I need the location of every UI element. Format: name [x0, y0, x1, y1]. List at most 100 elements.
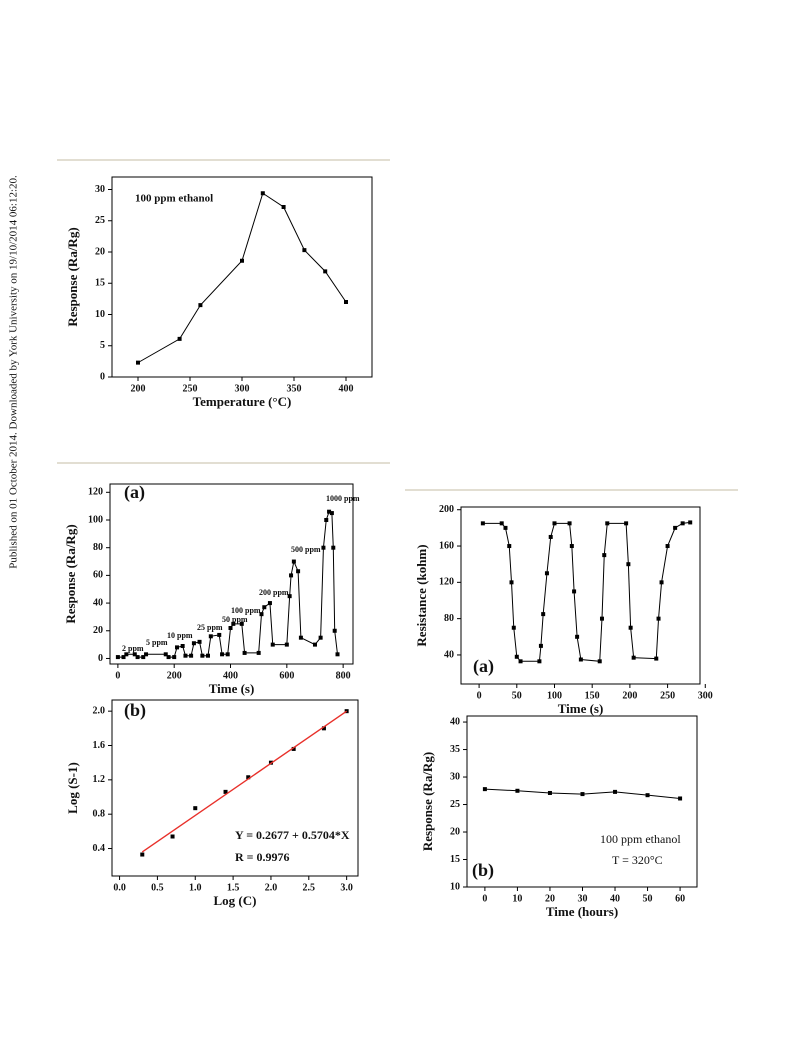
data-point — [246, 775, 251, 780]
data-line — [137, 192, 347, 364]
data-point — [335, 652, 340, 657]
annotation: T = 320°C — [612, 853, 663, 867]
x-tick-label: 350 — [287, 383, 302, 394]
x-tick-label: 30 — [577, 893, 587, 904]
annotation: (a) — [473, 656, 494, 677]
data-point — [223, 789, 228, 794]
data-point — [284, 642, 289, 647]
data-point — [688, 520, 693, 525]
x-axis-title: Temperature (°C) — [193, 394, 292, 409]
y-tick-label: 1.6 — [93, 740, 106, 751]
data-point — [260, 191, 265, 196]
data-point — [321, 545, 326, 550]
y-tick-label: 15 — [450, 854, 460, 865]
y-tick-label: 15 — [95, 278, 105, 289]
y-tick-label: 25 — [95, 215, 105, 226]
data-point — [480, 521, 485, 526]
y-tick-label: 100 — [88, 514, 103, 525]
x-tick-label: 400 — [339, 383, 354, 394]
y-tick-label: 80 — [444, 613, 454, 624]
data-point — [580, 792, 585, 797]
x-tick-label: 1.0 — [189, 882, 202, 893]
data-point — [344, 300, 348, 304]
y-axis-title: Response (Ra/Rg) — [63, 524, 78, 623]
x-tick-label: 250 — [660, 690, 675, 701]
annotation: (b) — [124, 700, 146, 721]
x-tick-label: 50 — [643, 893, 653, 904]
data-point — [599, 616, 604, 621]
data-point — [518, 659, 523, 664]
data-point — [132, 652, 137, 657]
data-point — [323, 269, 328, 274]
data-point — [135, 655, 140, 660]
data-point — [678, 796, 683, 801]
x-tick-label: 200 — [622, 690, 637, 701]
data-point — [572, 589, 577, 594]
x-tick-label: 0 — [115, 670, 120, 681]
data-point — [262, 605, 267, 610]
data-point — [220, 652, 225, 657]
annotation: 2 ppm — [122, 644, 144, 653]
data-point — [654, 656, 659, 661]
data-line — [117, 510, 339, 658]
x-tick-label: 20 — [545, 893, 555, 904]
data-point — [189, 653, 194, 658]
data-point — [166, 655, 171, 660]
y-tick-label: 20 — [95, 246, 105, 257]
annotation: 50 ppm — [222, 615, 248, 624]
x-tick-label: 2.5 — [303, 882, 316, 893]
data-point — [626, 562, 631, 567]
sidebar-note: Published on 01 October 2014. Downloaded… — [8, 175, 20, 569]
x-tick-label: 100 — [547, 690, 562, 701]
data-point — [511, 625, 516, 630]
annotation: Y = 0.2677 + 0.5704*X — [235, 828, 350, 842]
data-point — [205, 653, 210, 658]
x-axis-title: Log (C) — [214, 893, 257, 908]
x-axis-title: Time (hours) — [546, 904, 618, 919]
data-point — [217, 632, 222, 637]
x-tick-label: 0 — [482, 893, 487, 904]
data-point — [318, 635, 323, 640]
data-point — [628, 625, 633, 630]
annotation: 25 ppm — [197, 623, 223, 632]
data-point — [115, 655, 120, 660]
data-point — [198, 303, 203, 308]
data-point — [183, 653, 188, 658]
data-point — [597, 659, 602, 664]
data-point — [624, 521, 629, 526]
data-line — [482, 521, 691, 662]
y-tick-label: 25 — [450, 799, 460, 810]
data-point — [575, 634, 580, 639]
y-tick-label: 0.8 — [93, 808, 106, 819]
data-point — [541, 612, 546, 617]
annotation: 1000 ppm — [326, 494, 360, 503]
y-tick-label: 5 — [100, 340, 105, 351]
data-point — [291, 746, 296, 751]
data-point — [287, 594, 292, 599]
annotation: 5 ppm — [146, 638, 168, 647]
data-point — [332, 628, 337, 633]
data-point — [208, 634, 213, 639]
y-tick-label: 40 — [93, 597, 103, 608]
data-point — [548, 534, 553, 539]
data-point — [538, 643, 543, 648]
data-point — [605, 521, 610, 526]
x-axis-title: Time (s) — [558, 701, 604, 716]
data-point — [537, 659, 542, 664]
data-point — [665, 544, 670, 549]
data-point — [225, 652, 230, 657]
data-point — [239, 621, 244, 626]
annotation: 100 ppm — [231, 606, 261, 615]
x-tick-label: 1.5 — [227, 882, 240, 893]
data-point — [324, 518, 329, 522]
y-tick-label: 35 — [450, 744, 460, 755]
data-point — [312, 642, 317, 647]
data-point — [228, 626, 233, 630]
plot-frame — [111, 699, 359, 877]
data-point — [281, 205, 286, 209]
x-tick-label: 200 — [167, 670, 182, 681]
data-point — [327, 509, 332, 514]
data-point — [578, 657, 583, 662]
y-tick-label: 30 — [450, 771, 460, 782]
